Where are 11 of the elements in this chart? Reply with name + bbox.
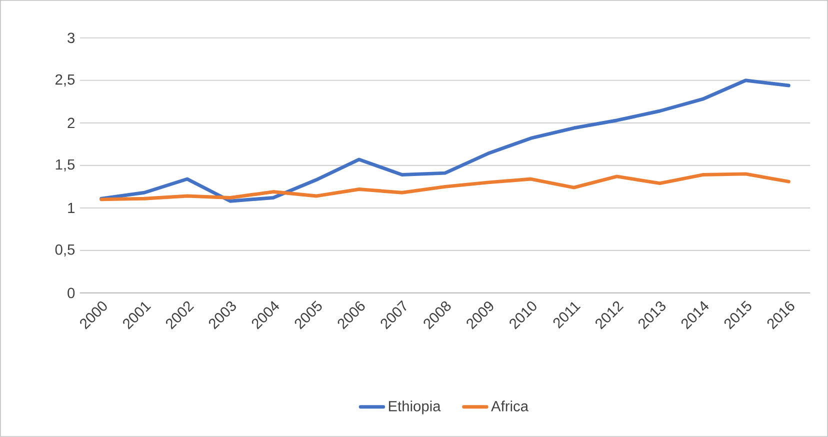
line-series	[100, 172, 790, 202]
line-series	[100, 78, 790, 203]
y-tick-label: 1,5	[56, 160, 75, 172]
legend-label: Ethiopia	[388, 400, 441, 414]
y-tick-label: 1	[68, 202, 74, 214]
y-tick-label: 2	[68, 118, 74, 128]
y-tick-label: 3	[68, 32, 75, 44]
legend-label: Africa	[491, 400, 529, 412]
y-tick-label: 2,5	[56, 74, 75, 87]
y-tick-label: 0,5	[55, 244, 75, 257]
y-tick-label: 0	[68, 288, 75, 298]
